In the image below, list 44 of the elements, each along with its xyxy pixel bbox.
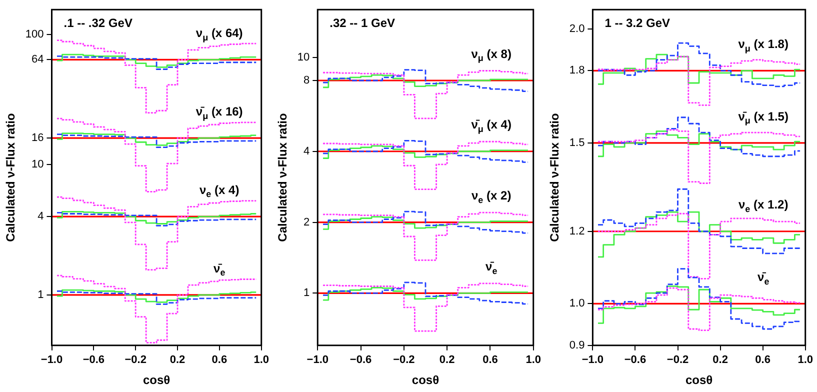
x-tick-label: 0.2 bbox=[712, 354, 728, 366]
y-tick-label: 2.0 bbox=[569, 22, 585, 35]
y-axis-title: Calculated ν-Flux ratio bbox=[548, 113, 562, 242]
x-axis-title: cosθ bbox=[142, 373, 170, 388]
x-tick-label: −1.0 bbox=[40, 354, 63, 366]
y-tick-label: 1.5 bbox=[569, 136, 585, 149]
text: .1 -- .32 GeV bbox=[64, 16, 132, 30]
y-tick-label: 16 bbox=[32, 132, 44, 144]
x-axis-title: cosθ bbox=[412, 373, 440, 388]
x-tick-label: −0.6 bbox=[82, 354, 105, 366]
x-tick-label: −0.6 bbox=[624, 354, 646, 366]
x-tick-label: −1.0 bbox=[306, 354, 328, 366]
y-tick-label: 2 bbox=[304, 216, 310, 228]
y-tick-label: 10 bbox=[32, 158, 44, 171]
y-tick-label: 10 bbox=[297, 52, 310, 64]
y-tick-label: 1.8 bbox=[569, 64, 585, 77]
x-axis-title: cosθ bbox=[685, 373, 713, 388]
y-tick-label: 64 bbox=[32, 54, 44, 66]
y-tick-label: 1.2 bbox=[569, 225, 585, 238]
y-axis-title: Calculated ν-Flux ratio bbox=[4, 113, 18, 242]
y-tick-label: 4 bbox=[304, 145, 310, 158]
x-tick-label: 0.2 bbox=[170, 354, 186, 366]
y-tick-label: 1 bbox=[38, 288, 44, 301]
text: .32 -- 1 GeV bbox=[330, 16, 396, 30]
x-tick-label: 0.6 bbox=[482, 354, 498, 366]
y-axis-title: Calculated ν-Flux ratio bbox=[276, 113, 290, 242]
x-tick-label: 0.6 bbox=[212, 354, 228, 366]
x-tick-label: 0.2 bbox=[439, 354, 455, 366]
x-tick-label: −0.2 bbox=[393, 354, 415, 366]
x-tick-label: −0.2 bbox=[666, 354, 689, 366]
y-tick-label: 8 bbox=[304, 74, 310, 87]
y-tick-label: 4 bbox=[38, 210, 44, 223]
text: 1 -- 3.2 GeV bbox=[604, 16, 670, 30]
x-tick-label: 1.0 bbox=[526, 354, 542, 366]
x-tick-label: 1.0 bbox=[254, 354, 270, 366]
x-tick-label: −0.6 bbox=[350, 354, 372, 366]
y-tick-label: 1.0 bbox=[569, 298, 585, 310]
y-tick-label: 1 bbox=[304, 287, 310, 300]
x-tick-label: −1.0 bbox=[582, 354, 604, 366]
y-tick-label: 100 bbox=[25, 28, 44, 40]
x-tick-label: 1.0 bbox=[798, 354, 814, 366]
x-tick-label: 0.6 bbox=[755, 354, 770, 366]
y-tick-label: 0.9 bbox=[569, 339, 585, 352]
x-tick-label: −0.2 bbox=[124, 354, 146, 366]
